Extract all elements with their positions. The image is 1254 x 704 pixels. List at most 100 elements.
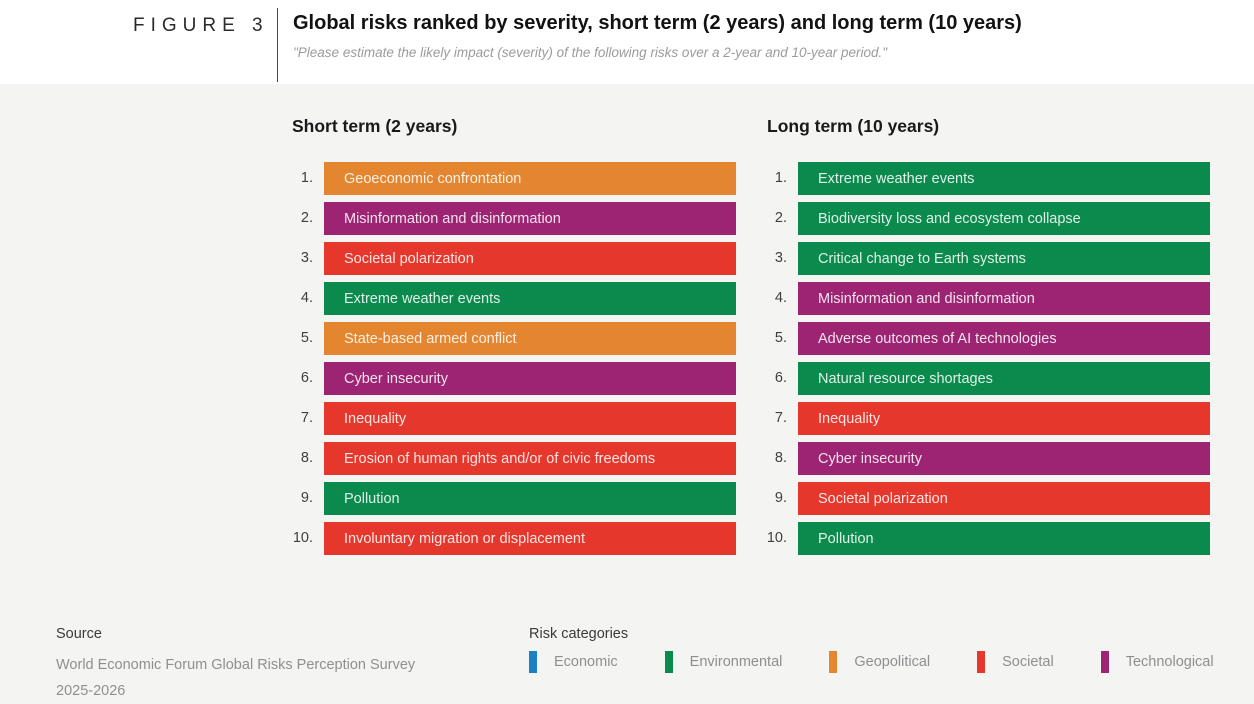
rank-number: 7.	[300, 410, 313, 426]
figure-number-label: FIGURE 3	[133, 15, 269, 36]
risk-bar-societal: Erosion of human rights and/or of civic …	[324, 442, 736, 475]
risk-bar-technological: Cyber insecurity	[324, 362, 736, 395]
legend-swatch-icon	[1100, 651, 1109, 673]
rank-row: 10. Involuntary migration or displacement	[250, 522, 736, 555]
risk-bar-societal: Involuntary migration or displacement	[324, 522, 736, 555]
legend-swatch-icon	[664, 651, 673, 673]
risk-bar-environmental: Pollution	[798, 522, 1210, 555]
rank-number: 6.	[300, 370, 313, 386]
rank-row: 3. Critical change to Earth systems	[724, 242, 1210, 275]
rank-row: 9. Pollution	[250, 482, 736, 515]
legend-item-geopolitical: Geopolitical	[829, 651, 930, 673]
rank-number: 4.	[774, 290, 787, 306]
rank-row: 2. Biodiversity loss and ecosystem collap…	[724, 202, 1210, 235]
risk-bar-environmental: Extreme weather events	[798, 162, 1210, 195]
header-divider	[277, 8, 278, 82]
risk-bar-environmental: Critical change to Earth systems	[798, 242, 1210, 275]
rank-row: 1. Extreme weather events	[724, 162, 1210, 195]
legend-label: Environmental	[689, 654, 783, 670]
risk-bar-geopolitical: State-based armed conflict	[324, 322, 736, 355]
legend-swatch-icon	[529, 651, 537, 673]
risk-bar-label: Cyber insecurity	[344, 370, 448, 387]
legend-swatch-icon	[977, 651, 986, 673]
risk-bar-label: Adverse outcomes of AI technologies	[818, 330, 1057, 347]
risk-bar-societal: Inequality	[324, 402, 736, 435]
risk-bar-technological: Cyber insecurity	[798, 442, 1210, 475]
legend-label: Geopolitical	[854, 654, 931, 670]
rank-row: 3. Societal polarization	[250, 242, 736, 275]
rank-number: 8.	[774, 450, 787, 466]
source-line-1: World Economic Forum Global Risks Percep…	[56, 657, 416, 673]
rank-number: 3.	[300, 250, 313, 266]
rank-number: 3.	[774, 250, 787, 266]
risk-bar-technological: Adverse outcomes of AI technologies	[798, 322, 1210, 355]
risk-bar-technological: Misinformation and disinformation	[798, 282, 1210, 315]
rank-row: 8. Cyber insecurity	[724, 442, 1210, 475]
legend-item-societal: Societal	[977, 651, 1054, 673]
rank-row: 6. Cyber insecurity	[250, 362, 736, 395]
source-heading: Source	[56, 626, 102, 642]
risk-bar-societal: Societal polarization	[324, 242, 736, 275]
rank-number: 8.	[300, 450, 313, 466]
risk-bar-label: Critical change to Earth systems	[818, 250, 1026, 267]
legend-label: Societal	[1002, 654, 1054, 670]
rank-row: 5. State-based armed conflict	[250, 322, 736, 355]
source-line-2: 2025-2026	[56, 683, 126, 699]
rank-number: 1.	[300, 170, 313, 186]
risk-bar-label: Biodiversity loss and ecosystem collapse	[818, 210, 1081, 227]
risk-categories-legend: Risk categories Economic Environmental Geo…	[529, 626, 1254, 673]
risk-bar-societal: Societal polarization	[798, 482, 1210, 515]
rank-row: 10. Pollution	[724, 522, 1210, 555]
risk-bar-label: Inequality	[344, 410, 407, 427]
legend-row: Economic Environmental Geopolitical Societa…	[529, 651, 1254, 673]
figure-subtitle: "Please estimate the likely impact (seve…	[293, 45, 888, 60]
risk-bar-environmental: Natural resource shortages	[798, 362, 1210, 395]
legend-item-technological: Technological	[1100, 651, 1214, 673]
rank-number: 10.	[292, 530, 313, 546]
rank-number: 6.	[774, 370, 787, 386]
risk-bar-label: Natural resource shortages	[818, 370, 993, 387]
long-term-ranking-list: 1. Extreme weather events 2. Biodiversity l…	[724, 162, 1210, 562]
risk-bar-label: Misinformation and disinformation	[818, 290, 1035, 307]
figure-header: FIGURE 3 Global risks ranked by severity…	[0, 0, 1254, 84]
legend-label: Economic	[554, 654, 618, 670]
risk-bar-label: Cyber insecurity	[818, 450, 922, 467]
risk-bar-label: Involuntary migration or displacement	[344, 530, 585, 547]
short-term-column-title: Short term (2 years)	[292, 116, 458, 136]
risk-bar-societal: Inequality	[798, 402, 1210, 435]
rank-number: 4.	[300, 290, 313, 306]
rank-number: 7.	[774, 410, 787, 426]
risk-bar-label: Extreme weather events	[818, 170, 975, 187]
rank-number: 1.	[774, 170, 787, 186]
legend-heading: Risk categories	[529, 626, 629, 642]
risk-bar-label: Misinformation and disinformation	[344, 210, 561, 227]
risk-bar-environmental: Biodiversity loss and ecosystem collapse	[798, 202, 1210, 235]
source-block: Source World Economic Forum Global Risks…	[56, 626, 415, 704]
risk-bar-label: Societal polarization	[344, 250, 474, 267]
legend-swatch-icon	[829, 651, 838, 673]
rank-row: 4. Extreme weather events	[250, 282, 736, 315]
rank-row: 7. Inequality	[250, 402, 736, 435]
rank-row: 5. Adverse outcomes of AI technologies	[724, 322, 1210, 355]
risk-bar-environmental: Pollution	[324, 482, 736, 515]
rank-row: 1. Geoeconomic confrontation	[250, 162, 736, 195]
rank-number: 2.	[774, 210, 787, 226]
risk-bar-label: Societal polarization	[818, 490, 948, 507]
risk-bar-geopolitical: Geoeconomic confrontation	[324, 162, 736, 195]
risk-bar-label: Pollution	[818, 530, 874, 547]
figure-title: Global risks ranked by severity, short t…	[293, 12, 1022, 34]
rank-row: 2. Misinformation and disinformation	[250, 202, 736, 235]
legend-item-economic: Economic	[529, 651, 618, 673]
rank-number: 9.	[300, 490, 313, 506]
rank-number: 10.	[766, 530, 787, 546]
risk-bar-label: Pollution	[344, 490, 400, 507]
rank-number: 5.	[300, 330, 313, 346]
rank-row: 9. Societal polarization	[724, 482, 1210, 515]
short-term-ranking-list: 1. Geoeconomic confrontation 2. Misinformat…	[250, 162, 736, 562]
risk-bar-label: Erosion of human rights and/or of civic …	[344, 450, 656, 467]
legend-label: Technological	[1125, 654, 1214, 670]
rank-number: 9.	[774, 490, 787, 506]
rank-row: 7. Inequality	[724, 402, 1210, 435]
risk-bar-label: State-based armed conflict	[344, 330, 517, 347]
risk-bar-technological: Misinformation and disinformation	[324, 202, 736, 235]
